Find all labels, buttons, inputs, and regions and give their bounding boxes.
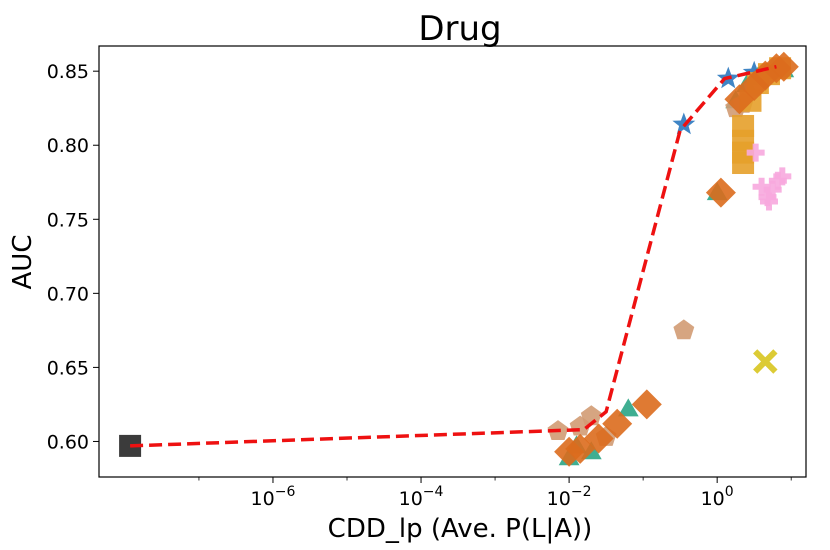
x-axis-label: CDD_lp (Ave. P(L|A)) — [328, 514, 593, 544]
orange-diamond-point — [768, 51, 799, 82]
marks-layer — [119, 51, 799, 467]
y-tick-label: 0.80 — [47, 135, 89, 157]
x-tick-label: 10−2 — [547, 484, 592, 510]
pink-plus-point — [768, 171, 787, 190]
pink-plus-point — [746, 143, 765, 162]
x-tick-label: 10−6 — [251, 484, 296, 510]
black-square-point — [119, 434, 142, 457]
y-tick-label: 0.75 — [47, 209, 89, 231]
orange-diamond-point — [602, 408, 633, 439]
tan-pentagon-point — [673, 319, 695, 340]
teal-triangle-point — [617, 398, 639, 417]
y-axis-label: AUC — [8, 235, 38, 290]
x-tick-label: 10−4 — [399, 484, 444, 510]
x-stroke — [753, 349, 778, 374]
chart-title: Drug — [418, 9, 501, 49]
pink-plus-point — [752, 177, 771, 196]
trend-line — [130, 64, 777, 448]
gold-square-point — [732, 152, 755, 175]
y-tick-label: 0.60 — [47, 431, 89, 453]
orange-diamond-point — [705, 177, 736, 208]
y-tick-label: 0.70 — [47, 283, 89, 305]
pink-plus-point — [759, 192, 778, 211]
orange-diamond-point — [631, 389, 662, 420]
yellow-x-point — [753, 349, 778, 374]
axis-layer: 0.60 0.65 0.70 0.75 0.80 0.85 10−6 10−4 10−2 100 — [47, 61, 792, 510]
pink-plus-point — [773, 167, 792, 186]
pink-plus-point — [763, 180, 782, 199]
y-tick-label: 0.65 — [47, 357, 89, 379]
tan-pentagon-point — [580, 405, 602, 426]
x-tick-label: 100 — [701, 484, 734, 510]
orange-diamond-point — [583, 423, 614, 454]
plot-frame — [98, 45, 807, 478]
y-tick-label: 0.85 — [47, 61, 89, 83]
